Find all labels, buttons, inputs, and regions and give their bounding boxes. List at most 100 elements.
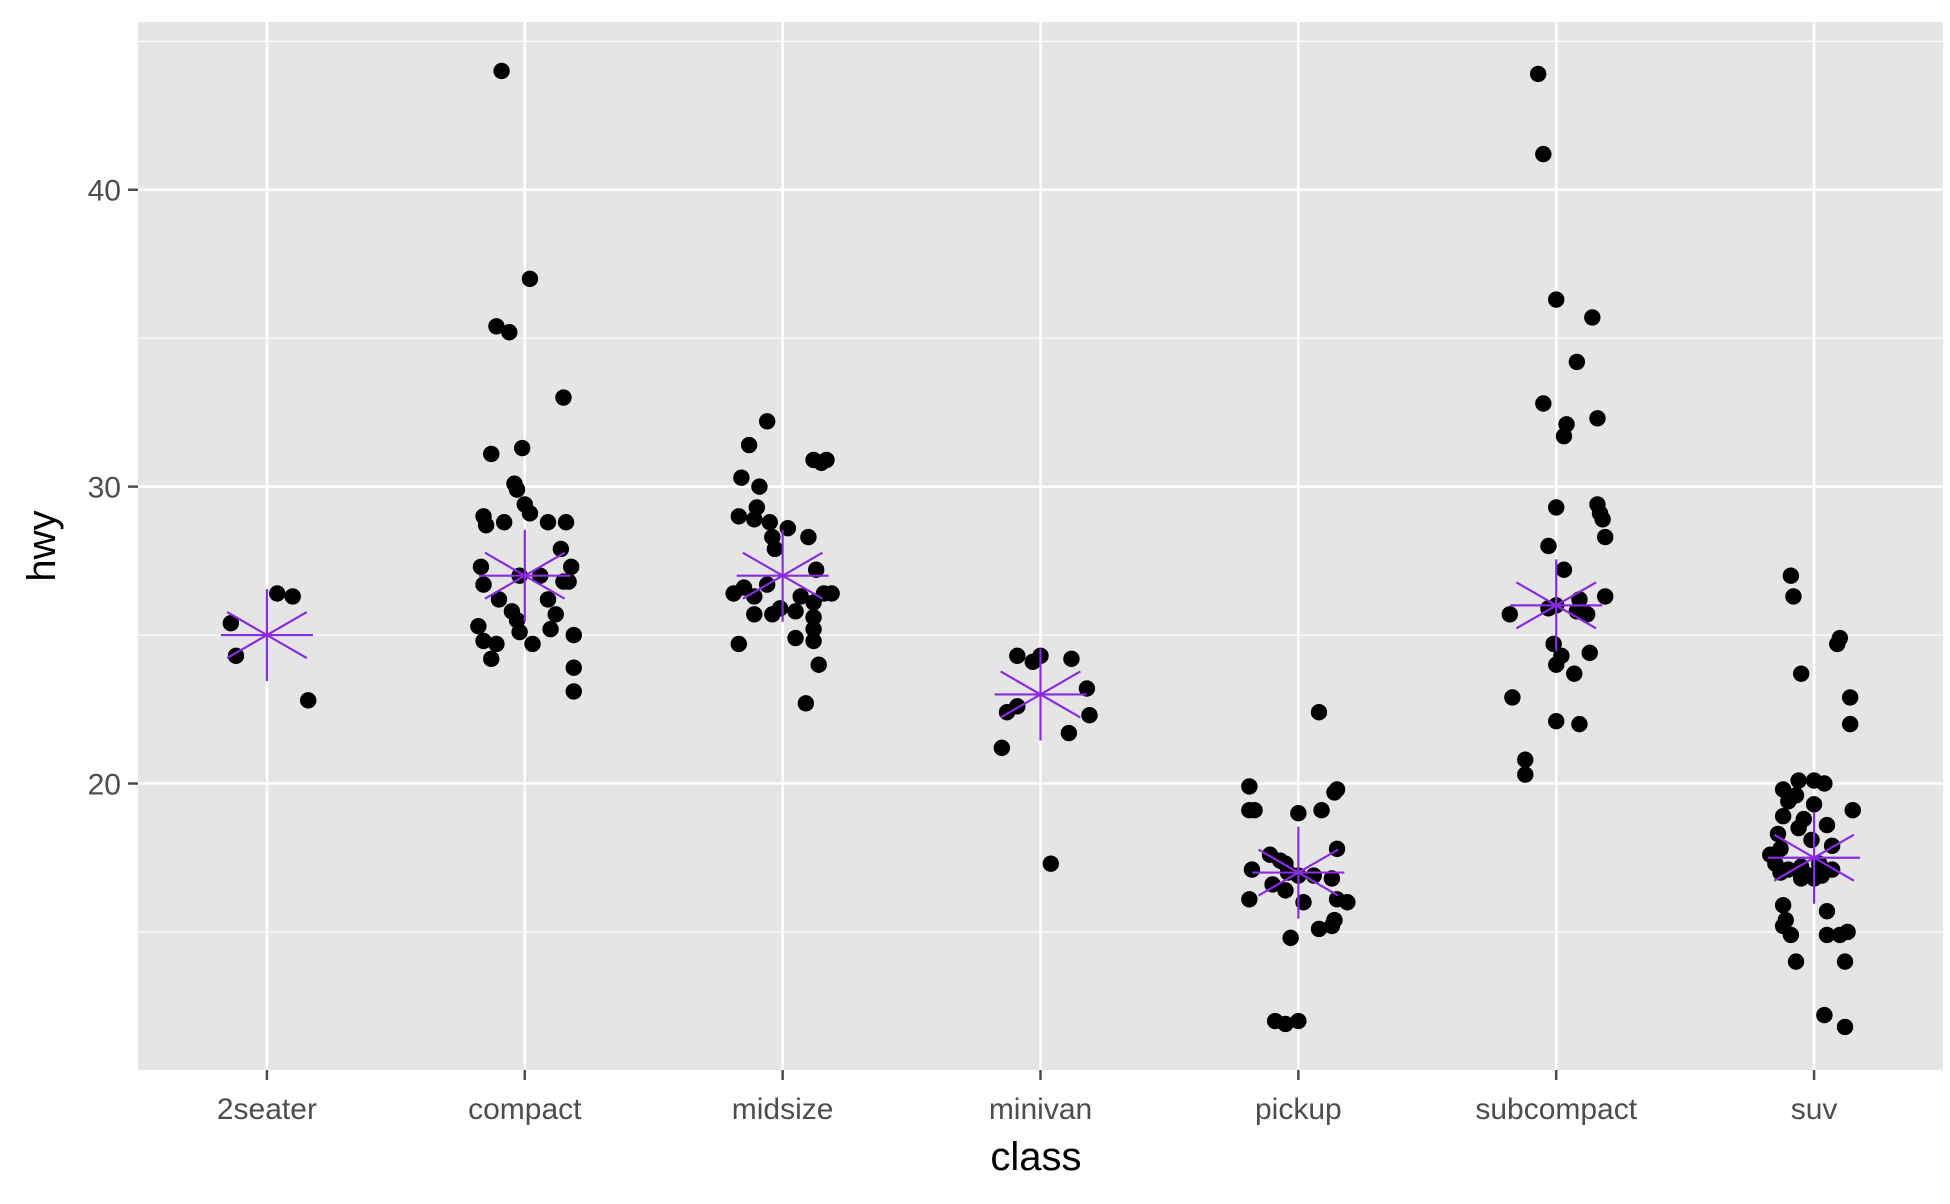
data-point bbox=[733, 469, 750, 486]
data-point bbox=[1597, 588, 1614, 605]
data-point bbox=[565, 659, 582, 676]
data-point bbox=[470, 617, 487, 635]
x-tick-label: 2seater bbox=[217, 1093, 317, 1126]
data-point bbox=[740, 436, 758, 454]
data-point bbox=[495, 514, 513, 531]
data-point bbox=[1782, 567, 1800, 584]
data-point bbox=[1594, 511, 1611, 528]
data-point bbox=[1264, 876, 1281, 893]
data-point bbox=[565, 683, 582, 700]
data-point bbox=[746, 511, 763, 528]
data-point bbox=[1009, 647, 1026, 665]
data-point bbox=[493, 62, 510, 80]
data-point bbox=[1081, 707, 1098, 724]
data-point bbox=[1548, 656, 1565, 673]
data-point bbox=[1548, 499, 1565, 516]
data-point bbox=[555, 389, 572, 406]
data-point bbox=[1290, 804, 1307, 822]
x-tick-label: minivan bbox=[989, 1093, 1092, 1126]
data-point bbox=[1504, 689, 1521, 706]
median-marker bbox=[478, 529, 571, 622]
data-point bbox=[1805, 796, 1823, 813]
y-tick-label: 30 bbox=[88, 472, 121, 505]
data-point bbox=[490, 591, 508, 608]
data-point bbox=[1529, 65, 1547, 83]
y-axis-title: hwy bbox=[20, 510, 64, 581]
x-tick-label: pickup bbox=[1255, 1093, 1342, 1126]
data-point bbox=[1772, 864, 1789, 881]
data-point bbox=[1246, 802, 1263, 819]
data-point bbox=[1310, 704, 1328, 721]
data-point bbox=[1243, 861, 1261, 878]
data-point bbox=[1313, 802, 1330, 819]
y-tick-label: 20 bbox=[88, 769, 121, 802]
data-point bbox=[1841, 715, 1859, 733]
data-point bbox=[1787, 953, 1805, 970]
data-point bbox=[1589, 410, 1606, 427]
data-point bbox=[1078, 680, 1096, 697]
data-point bbox=[1568, 353, 1586, 371]
data-point bbox=[766, 540, 784, 558]
data-point bbox=[1545, 635, 1562, 653]
data-point bbox=[1571, 715, 1588, 733]
data-point bbox=[800, 528, 817, 546]
data-point bbox=[524, 635, 541, 653]
median-marker bbox=[994, 648, 1087, 741]
data-point bbox=[1774, 897, 1792, 914]
median-marker bbox=[736, 529, 829, 622]
data-point bbox=[1836, 1018, 1854, 1036]
data-point bbox=[1042, 855, 1060, 872]
x-tick-label: midsize bbox=[732, 1093, 834, 1126]
data-point bbox=[547, 606, 564, 623]
data-point bbox=[746, 606, 763, 623]
data-point bbox=[758, 413, 776, 430]
data-point bbox=[1277, 1015, 1294, 1033]
x-tick-label: subcompact bbox=[1475, 1093, 1637, 1126]
median-marker bbox=[220, 589, 313, 682]
data-point bbox=[1816, 1006, 1833, 1024]
data-point bbox=[1535, 145, 1552, 163]
median-markers bbox=[220, 529, 1861, 919]
data-point bbox=[269, 585, 286, 602]
data-point bbox=[730, 635, 748, 653]
data-point bbox=[764, 606, 781, 623]
data-point bbox=[475, 632, 492, 650]
data-point bbox=[514, 439, 531, 457]
data-point bbox=[805, 609, 822, 626]
x-tick-label: compact bbox=[468, 1093, 582, 1126]
median-marker bbox=[1768, 811, 1861, 904]
data-point bbox=[1290, 1012, 1307, 1030]
data-point bbox=[1785, 588, 1802, 605]
data-point bbox=[787, 629, 804, 647]
data-point bbox=[807, 561, 825, 578]
data-point bbox=[1566, 665, 1583, 682]
data-point bbox=[1517, 751, 1534, 768]
data-point bbox=[1792, 665, 1810, 682]
data-point bbox=[1540, 537, 1557, 555]
axes: 20 30 40 2seater compact midsize minivan pickup… bbox=[88, 175, 1838, 1126]
data-point bbox=[1555, 427, 1573, 445]
data-point bbox=[1326, 784, 1343, 801]
data-point bbox=[1844, 802, 1861, 819]
data-point bbox=[511, 623, 528, 641]
data-point bbox=[1774, 807, 1792, 825]
data-point bbox=[222, 614, 240, 632]
data-point bbox=[823, 585, 840, 602]
data-point bbox=[539, 591, 557, 608]
data-point bbox=[299, 692, 317, 709]
data-point bbox=[1535, 395, 1552, 412]
data-point bbox=[1501, 606, 1519, 623]
data-point bbox=[483, 650, 500, 668]
data-point bbox=[1063, 650, 1080, 668]
data-point bbox=[1282, 929, 1299, 947]
data-point bbox=[1323, 917, 1341, 935]
data-point bbox=[472, 558, 490, 575]
data-point bbox=[508, 481, 526, 498]
data-point bbox=[501, 324, 518, 341]
data-point bbox=[813, 454, 830, 472]
data-point bbox=[1818, 926, 1836, 944]
data-point bbox=[805, 594, 822, 611]
data-point bbox=[1790, 819, 1807, 837]
data-point bbox=[1323, 870, 1341, 887]
x-axis-title: class bbox=[990, 1135, 1081, 1179]
